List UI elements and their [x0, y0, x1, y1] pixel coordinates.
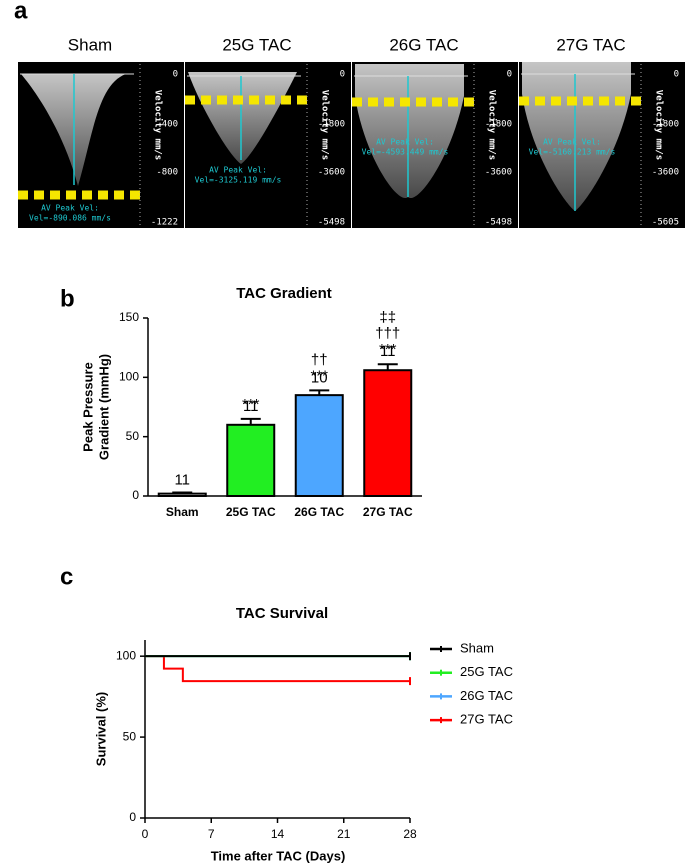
image-tick-label: -1222 [151, 218, 178, 228]
bar [363, 369, 413, 498]
x-axis-label: Time after TAC (Days) [211, 848, 346, 863]
doppler-signal [188, 72, 297, 164]
significance: ††† [375, 325, 400, 342]
image-title: Sham [68, 35, 112, 54]
y-tick-label: 0 [129, 810, 136, 824]
velocity-annotation: Vel=-890.086 mm/s [29, 214, 111, 223]
sample-size: 11 [380, 343, 396, 360]
sample-size: 10 [311, 369, 328, 386]
y-axis-label: Survival (%) [93, 692, 108, 766]
y-tick-label: 50 [123, 729, 137, 743]
y-tick-label: 100 [116, 648, 136, 662]
bar [294, 394, 344, 497]
legend-label: 25G TAC [460, 664, 513, 679]
x-tick-label: 14 [271, 827, 285, 841]
sample-size: 11 [174, 471, 190, 488]
significance: *** [379, 341, 397, 358]
significance: ‡‡ [379, 309, 396, 326]
x-tick-label: 7 [208, 827, 215, 841]
chart-title: TAC Gradient [236, 285, 332, 302]
legend-label: 26G TAC [460, 688, 513, 703]
image-tick-label: -5498 [318, 218, 345, 228]
significance: †† [311, 351, 328, 368]
velocity-annotation: AV Peak Vel: [209, 166, 267, 175]
chart-title: TAC Survival [236, 605, 328, 622]
image-tick-label: 0 [173, 70, 178, 80]
legend-label: 27G TAC [460, 712, 513, 727]
image-tick-label: -400 [156, 120, 178, 130]
image-axis-label: Velocity mm/s [153, 90, 164, 160]
image-tick-label: 0 [507, 70, 512, 80]
image-tick-label: -1800 [652, 120, 679, 130]
y-tick-label: 50 [126, 429, 140, 443]
image-tick-label: 0 [340, 70, 345, 80]
y-axis-label: Gradient (mmHg) [96, 354, 111, 460]
velocity-annotation: AV Peak Vel: [376, 138, 434, 147]
x-tick-label: 26G TAC [294, 505, 344, 519]
velocity-annotation: AV Peak Vel: [543, 138, 601, 147]
x-tick-label: 27G TAC [363, 505, 413, 519]
image-tick-label: -3600 [652, 168, 679, 178]
image-tick-label: -5498 [485, 218, 512, 228]
image-tick-label: -1800 [485, 120, 512, 130]
image-tick-label: -3600 [318, 168, 345, 178]
x-tick-label: 28 [403, 827, 417, 841]
x-tick-label: 0 [142, 827, 149, 841]
survival-line [145, 655, 410, 683]
image-tick-label: -1800 [318, 120, 345, 130]
image-tick-label: -5605 [652, 218, 679, 228]
velocity-annotation: Vel=-3125.119 mm/s [195, 176, 282, 185]
x-tick-label: Sham [166, 505, 199, 519]
y-tick-label: 100 [119, 370, 139, 384]
image-tick-label: 0 [674, 70, 679, 80]
bar [157, 492, 207, 498]
significance: *** [310, 367, 328, 384]
panel-label: a [14, 0, 28, 24]
image-title: 25G TAC [222, 35, 291, 54]
velocity-annotation: AV Peak Vel: [41, 204, 99, 213]
y-axis-label: Peak Pressure [80, 362, 95, 452]
image-tick-label: -800 [156, 168, 178, 178]
image-title: 26G TAC [389, 35, 458, 54]
y-tick-label: 150 [119, 310, 139, 324]
sample-size: 11 [243, 398, 259, 415]
legend-label: Sham [460, 640, 494, 655]
velocity-annotation: Vel=-5160.213 mm/s [529, 148, 616, 157]
velocity-annotation: Vel=-4593.449 mm/s [362, 148, 449, 157]
panel-label: b [60, 285, 75, 312]
panel-label: c [60, 563, 73, 590]
image-axis-label: Velocity mm/s [654, 90, 665, 160]
bar [226, 423, 276, 497]
y-tick-label: 0 [132, 488, 139, 502]
significance: *** [242, 396, 260, 413]
image-axis-label: Velocity mm/s [487, 90, 498, 160]
image-axis-label: Velocity mm/s [320, 90, 331, 160]
image-tick-label: -3600 [485, 168, 512, 178]
x-tick-label: 21 [337, 827, 351, 841]
image-title: 27G TAC [556, 35, 625, 54]
x-tick-label: 25G TAC [226, 505, 276, 519]
